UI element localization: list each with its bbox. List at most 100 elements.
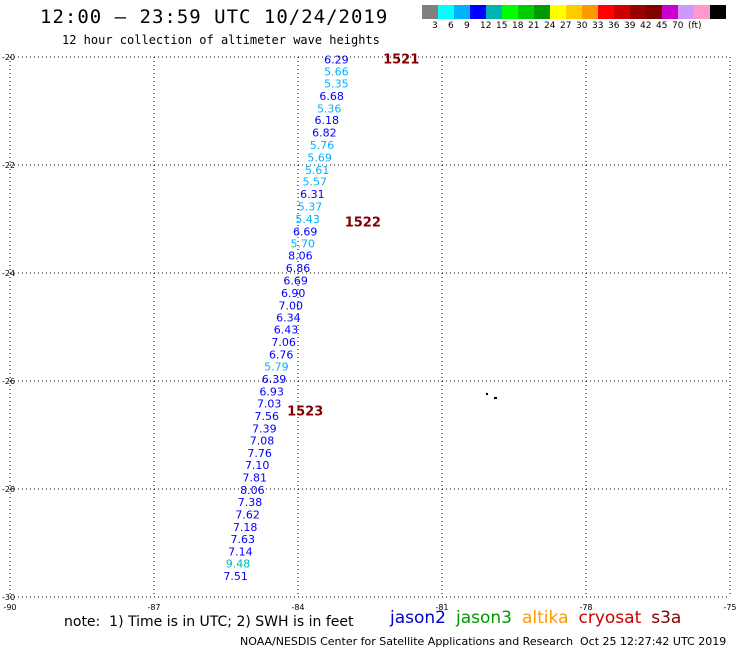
wave-height-point: 7.06 [271,336,296,349]
wave-height-point: 7.76 [247,447,272,460]
legend-swatch [646,5,662,19]
legend-label: 30 [576,21,588,31]
mission-cryosat: cryosat [578,608,642,628]
chart-title: 12:00 — 23:59 UTC 10/24/2019 [40,6,389,28]
wave-height-point: 5.37 [298,201,323,214]
wave-height-point: 5.61 [305,164,330,177]
wave-height-point: 5.79 [264,360,289,373]
color-legend [422,5,726,19]
chart-subtitle: 12 hour collection of altimeter wave hei… [62,33,380,47]
wave-height-point: 6.68 [319,90,344,103]
legend-label: 39 [624,21,636,31]
wave-height-point: 5.43 [295,213,320,226]
legend-label: 42 [640,21,652,31]
wave-height-point: 8.06 [288,250,313,263]
x-tick-label: -75 [723,603,736,612]
wave-height-point: 6.90 [281,287,306,300]
axis-ticks: -20 -22 -24 -26 -28 -30-90 -87 -84 -81 -78 -75 [2,53,737,612]
wave-height-point: 5.70 [291,237,316,250]
wave-height-point: 6.76 [269,349,294,362]
pass-number-label: 1523 [287,405,323,420]
legend-label: 15 [496,21,508,31]
legend-label: 36 [608,21,620,31]
wave-height-point: 6.29 [324,54,349,67]
y-tick-label: -26 [2,377,15,386]
wave-height-point: 7.00 [279,299,304,312]
x-tick-label: -84 [291,603,304,612]
footnote: note: 1) Time is in UTC; 2) SWH is in fe… [64,614,354,630]
wave-height-point: 6.69 [293,225,318,238]
mission-jason3: jason3 [456,608,512,628]
y-tick-label: -22 [2,161,15,170]
y-tick-label: -28 [2,485,15,494]
wave-height-point: 7.18 [233,521,258,534]
legend-swatch [630,5,646,19]
legend-label: (ft) [688,21,702,31]
y-tick-label: -24 [2,269,15,278]
legend-swatch [678,5,694,19]
mission-legend: jason2 jason3 altika cryosat s3a [390,608,691,628]
wave-height-point: 7.56 [255,410,280,423]
legend-swatch [550,5,566,19]
wave-height-point: 7.62 [235,508,260,521]
legend-label: 3 [432,21,438,31]
x-tick-label: -81 [435,603,448,612]
mission-jason2: jason2 [390,608,446,628]
wave-height-point: 7.38 [238,496,263,509]
wave-height-point: 6.86 [286,262,311,275]
legend-label: 45 [656,21,668,31]
wave-height-point: 5.35 [324,77,349,90]
legend-swatch [454,5,470,19]
legend-swatch [422,5,438,19]
legend-swatch [534,5,550,19]
wave-height-point: 6.43 [274,324,299,337]
x-tick-label: -87 [147,603,160,612]
legend-label: 12 [480,21,492,31]
wave-height-point: 6.18 [315,114,340,127]
wave-height-point: 9.48 [226,558,251,571]
pass-labels: 1521 1522 1523 [287,53,419,420]
legend-swatch [502,5,518,19]
legend-label: 21 [528,21,540,31]
legend-label: 33 [592,21,604,31]
legend-swatch [614,5,630,19]
wave-height-point: 7.03 [257,398,282,411]
wave-height-point: 7.14 [228,546,253,559]
wave-height-point: 5.66 [324,66,349,79]
mission-s3a: s3a [651,608,682,628]
wave-height-point: 5.57 [303,176,328,189]
wave-height-point: 6.34 [276,311,301,324]
y-tick-label: -20 [2,53,15,62]
wave-height-point: 6.82 [312,127,337,140]
wave-height-point: 6.39 [262,373,287,386]
wave-height-point: 6.69 [283,275,308,288]
pass-number-label: 1521 [383,53,419,68]
legend-swatch [582,5,598,19]
wave-height-point: 7.08 [250,434,275,447]
legend-swatch [598,5,614,19]
legend-label: 27 [560,21,572,31]
legend-label: 6 [448,21,454,31]
wave-height-points: 6.295.665.356.685.366.186.825.765.695.61… [223,54,348,583]
wave-height-point: 5.76 [310,139,335,152]
legend-label: 18 [512,21,524,31]
footer-credit: NOAA/NESDIS Center for Satellite Applica… [240,635,574,648]
legend-swatch [662,5,678,19]
wave-height-point: 6.93 [259,385,284,398]
wave-height-point: 6.31 [300,188,325,201]
wave-height-point: 7.81 [243,472,268,485]
wave-height-point: 7.51 [223,570,248,583]
wave-height-point: 7.39 [252,423,277,436]
legend-swatch [470,5,486,19]
y-tick-label: -30 [2,593,15,602]
legend-swatch [486,5,502,19]
pass-number-label: 1522 [345,216,381,231]
legend-swatch [694,5,710,19]
legend-swatch [710,5,726,19]
x-tick-label: -90 [3,603,16,612]
wave-height-point: 5.36 [317,102,342,115]
legend-swatch [438,5,454,19]
wave-height-point: 7.10 [245,459,270,472]
mission-altika: altika [522,608,569,628]
